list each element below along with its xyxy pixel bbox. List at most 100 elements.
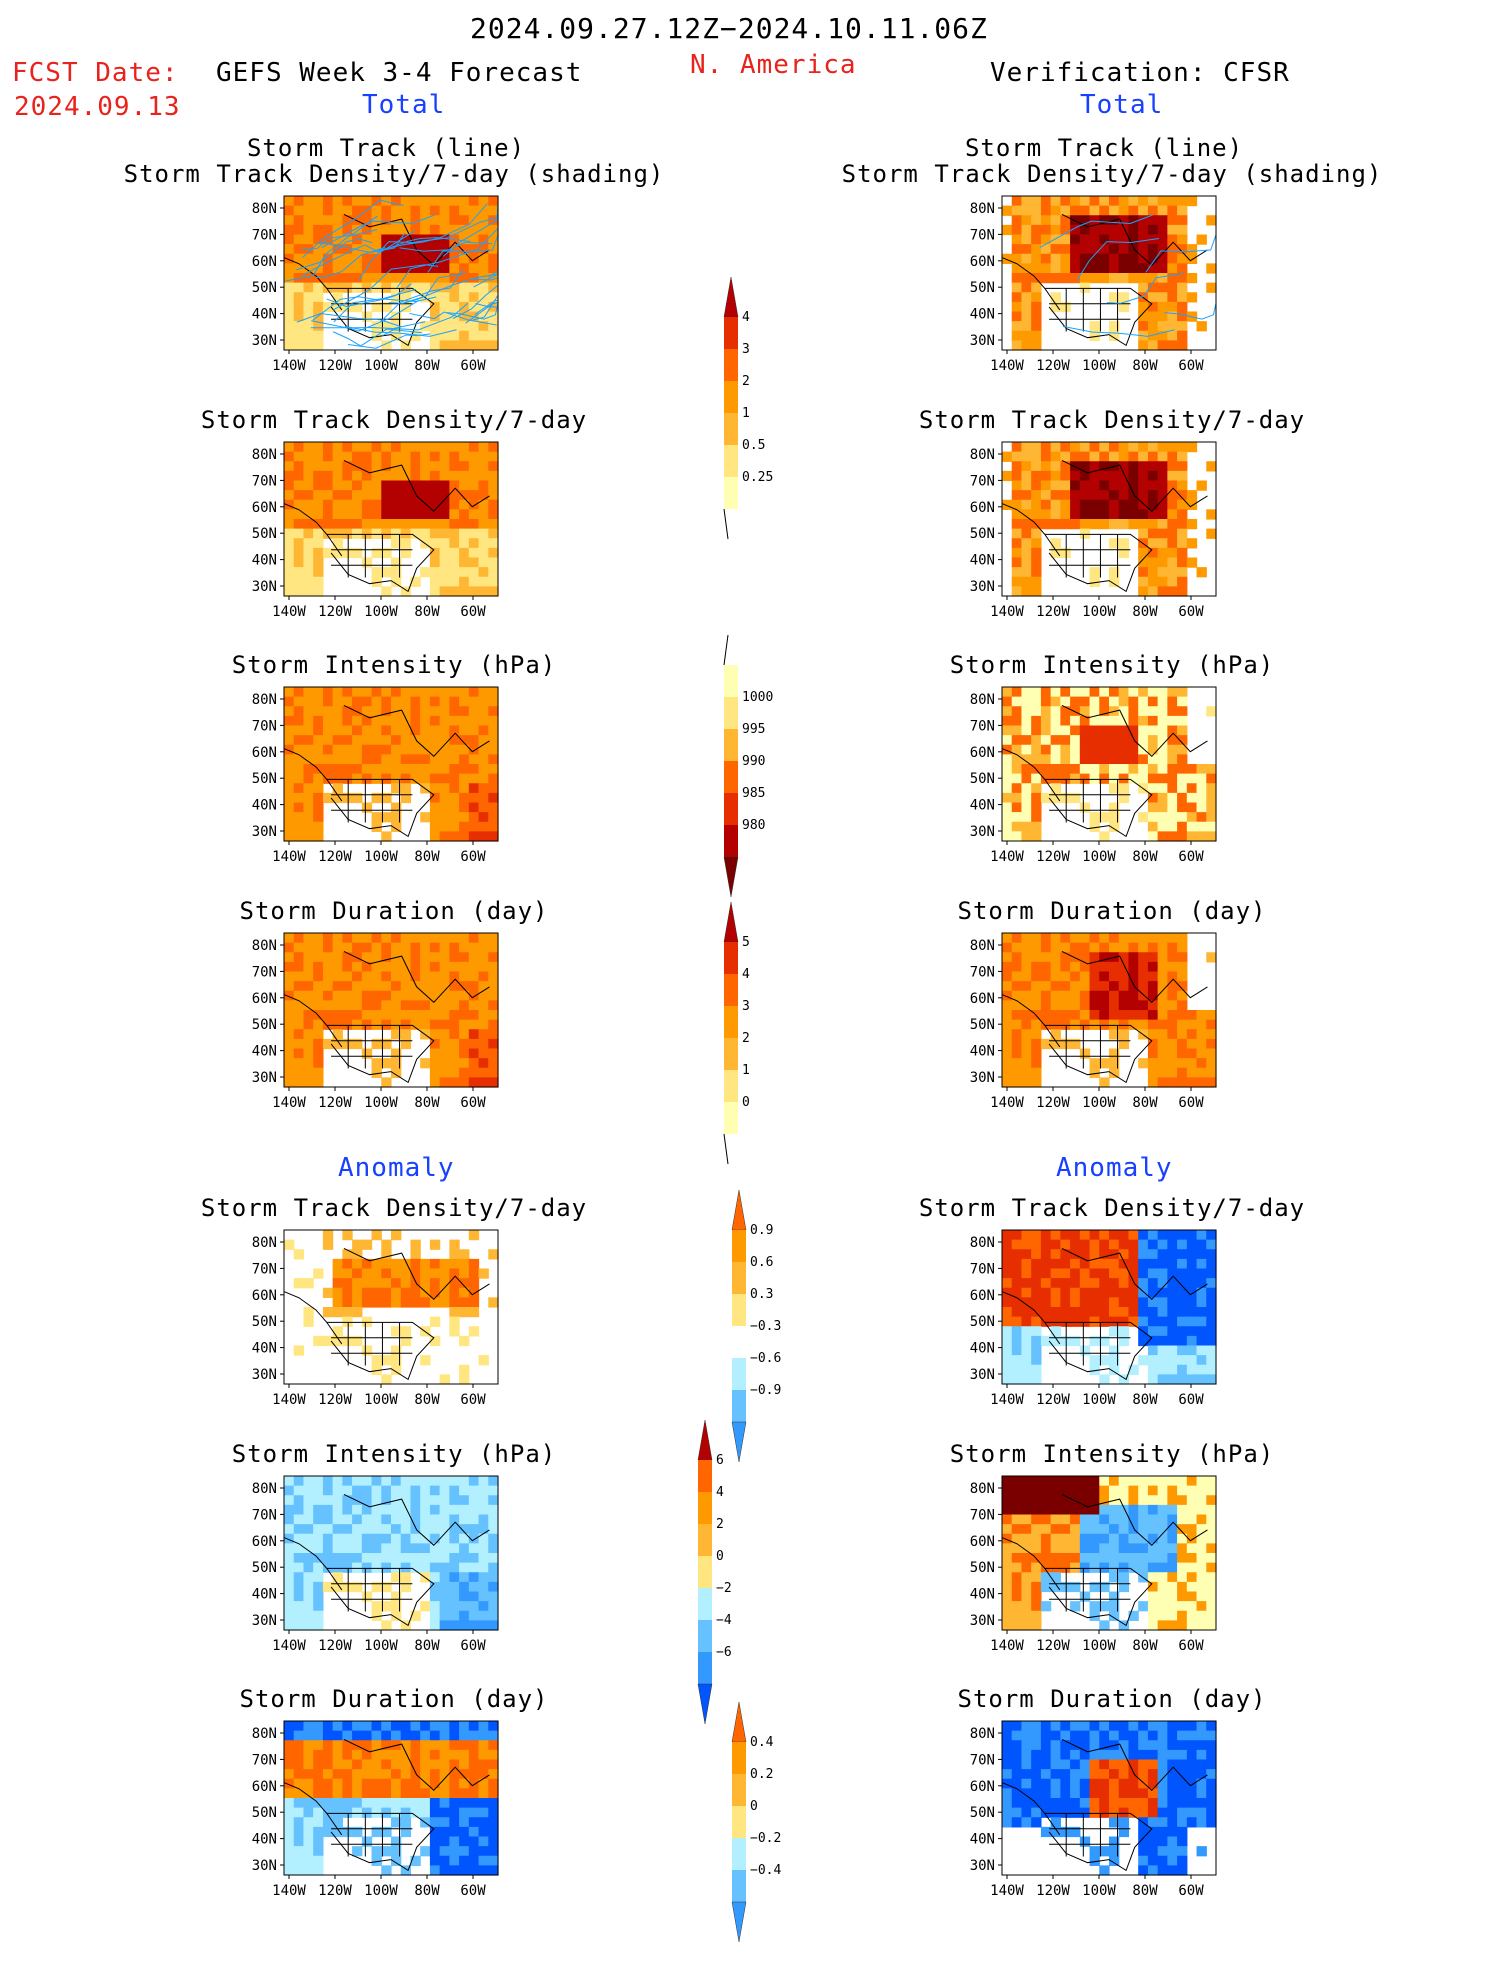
lon-label: 140W [272,1638,306,1654]
colorbar-label: 0 [742,1095,750,1110]
colorbar-label: −0.3 [750,1319,781,1334]
lon-label: 60W [1178,358,1204,374]
lat-label: 60N [970,745,995,761]
lat-label: 70N [970,227,995,243]
lat-label: 40N [970,307,995,323]
lon-label: 100W [364,1095,398,1111]
lon-label: 120W [318,1392,352,1408]
coastlines [283,1248,490,1381]
lon-label: 100W [364,1883,398,1899]
map-forecast-duration: 80N 70N 60N 50N 40N 30N 140W 120W 100W 80W 60W [230,929,500,1117]
colorbar-intensity-anomaly: 6 4 2 0 −2 −4 −6 [697,1408,768,1746]
lon-label: 80W [414,358,440,374]
r2-title: Storm Track Density/7-day [918,406,1306,434]
lon-label: 100W [1082,1095,1116,1111]
lat-label: 80N [970,1481,995,1497]
colorbar-label: 4 [716,1485,724,1500]
lon-label: 60W [1178,849,1204,865]
lon-label: 120W [1036,1392,1070,1408]
colorbar-label: 3 [742,342,750,357]
coastlines [283,951,490,1084]
colorbar-label: 2 [742,1031,750,1046]
p1-title-line2: Storm Track Density/7-day (shading) [123,160,665,188]
lat-label: 40N [252,1587,277,1603]
lat-label: 40N [970,1044,995,1060]
lon-label: 140W [990,1638,1024,1654]
map-frame [283,1229,499,1385]
lat-label: 50N [970,1017,995,1033]
map-frame [1001,686,1217,842]
lat-label: 80N [970,1726,995,1742]
coastlines [283,460,490,593]
shading-field [1002,687,1217,842]
lon-label: 60W [460,358,486,374]
lat-label: 50N [970,280,995,296]
lon-label: 60W [1178,1638,1204,1654]
colorbar-label: 0 [750,1799,758,1814]
fcst-date-label: FCST Date: [12,58,179,88]
lat-label: 30N [970,333,995,349]
lat-label: 50N [970,1314,995,1330]
lon-label: 60W [1178,604,1204,620]
lon-label: 60W [460,1638,486,1654]
r6-title: Storm Intensity (hPa) [949,1440,1275,1468]
lat-label: 30N [252,1367,277,1383]
lon-label: 140W [990,1392,1024,1408]
lon-label: 80W [1132,1883,1158,1899]
lat-label: 70N [970,1752,995,1768]
coastlines [1001,951,1208,1084]
coastlines [283,705,490,838]
colorbar-label: 1 [742,1063,750,1078]
lat-label: 40N [252,798,277,814]
map-forecast-intensity-anomaly: 80N 70N 60N 50N 40N 30N 140W 120W 100W 80W 60W [230,1472,500,1660]
lat-label: 50N [252,1017,277,1033]
coastlines [1001,1248,1208,1381]
lon-label: 80W [1132,1638,1158,1654]
lon-label: 60W [460,1883,486,1899]
shading-field [1002,442,1217,597]
colorbar-label: −0.9 [750,1383,781,1398]
lon-label: 60W [1178,1095,1204,1111]
lat-label: 70N [252,227,277,243]
lon-label: 100W [364,358,398,374]
lon-label: 120W [1036,358,1070,374]
shading-field [1002,1721,1217,1876]
lon-label: 100W [1082,1392,1116,1408]
colorbar-duration: 5 4 3 2 1 0 [723,890,794,1165]
colorbar-label: 0.2 [750,1767,773,1782]
colorbar-label: 2 [742,374,750,389]
lat-label: 50N [252,526,277,542]
colorbar-label: 0.4 [750,1735,774,1750]
p7-title: Storm Duration (day) [239,1685,549,1713]
lat-label: 60N [970,1288,995,1304]
left-anomaly-label: Anomaly [338,1153,455,1183]
colorbar-label: 985 [742,786,765,801]
lon-label: 140W [272,1392,306,1408]
lon-label: 60W [1178,1883,1204,1899]
map-frame [1001,441,1217,597]
right-total-label: Total [1080,90,1164,120]
p2-title: Storm Track Density/7-day [200,406,588,434]
colorbar-label: 1 [742,406,750,421]
map-forecast-density-anomaly: 80N 70N 60N 50N 40N 30N 140W 120W 100W 80W 60W [230,1226,500,1414]
lon-label: 140W [990,604,1024,620]
lat-label: 30N [252,1613,277,1629]
lon-label: 60W [460,1095,486,1111]
lat-label: 30N [970,1367,995,1383]
lat-label: 40N [252,1832,277,1848]
coastlines [1001,214,1208,347]
lon-label: 80W [1132,849,1158,865]
lat-label: 50N [970,526,995,542]
map-forecast-density: 80N 70N 60N 50N 40N 30N 140W 120W 100W 80W 60W [230,438,500,626]
map-frame [283,932,499,1088]
colorbar-label: −0.4 [750,1863,781,1878]
lat-label: 70N [252,473,277,489]
lat-label: 40N [970,1587,995,1603]
lon-label: 100W [1082,604,1116,620]
r1-title-line1: Storm Track (line) [964,134,1244,162]
lat-label: 60N [252,1288,277,1304]
lat-label: 50N [970,1805,995,1821]
colorbar-label: 6 [716,1453,724,1468]
colorbar-label: 4 [742,310,750,325]
lat-label: 30N [252,1070,277,1086]
